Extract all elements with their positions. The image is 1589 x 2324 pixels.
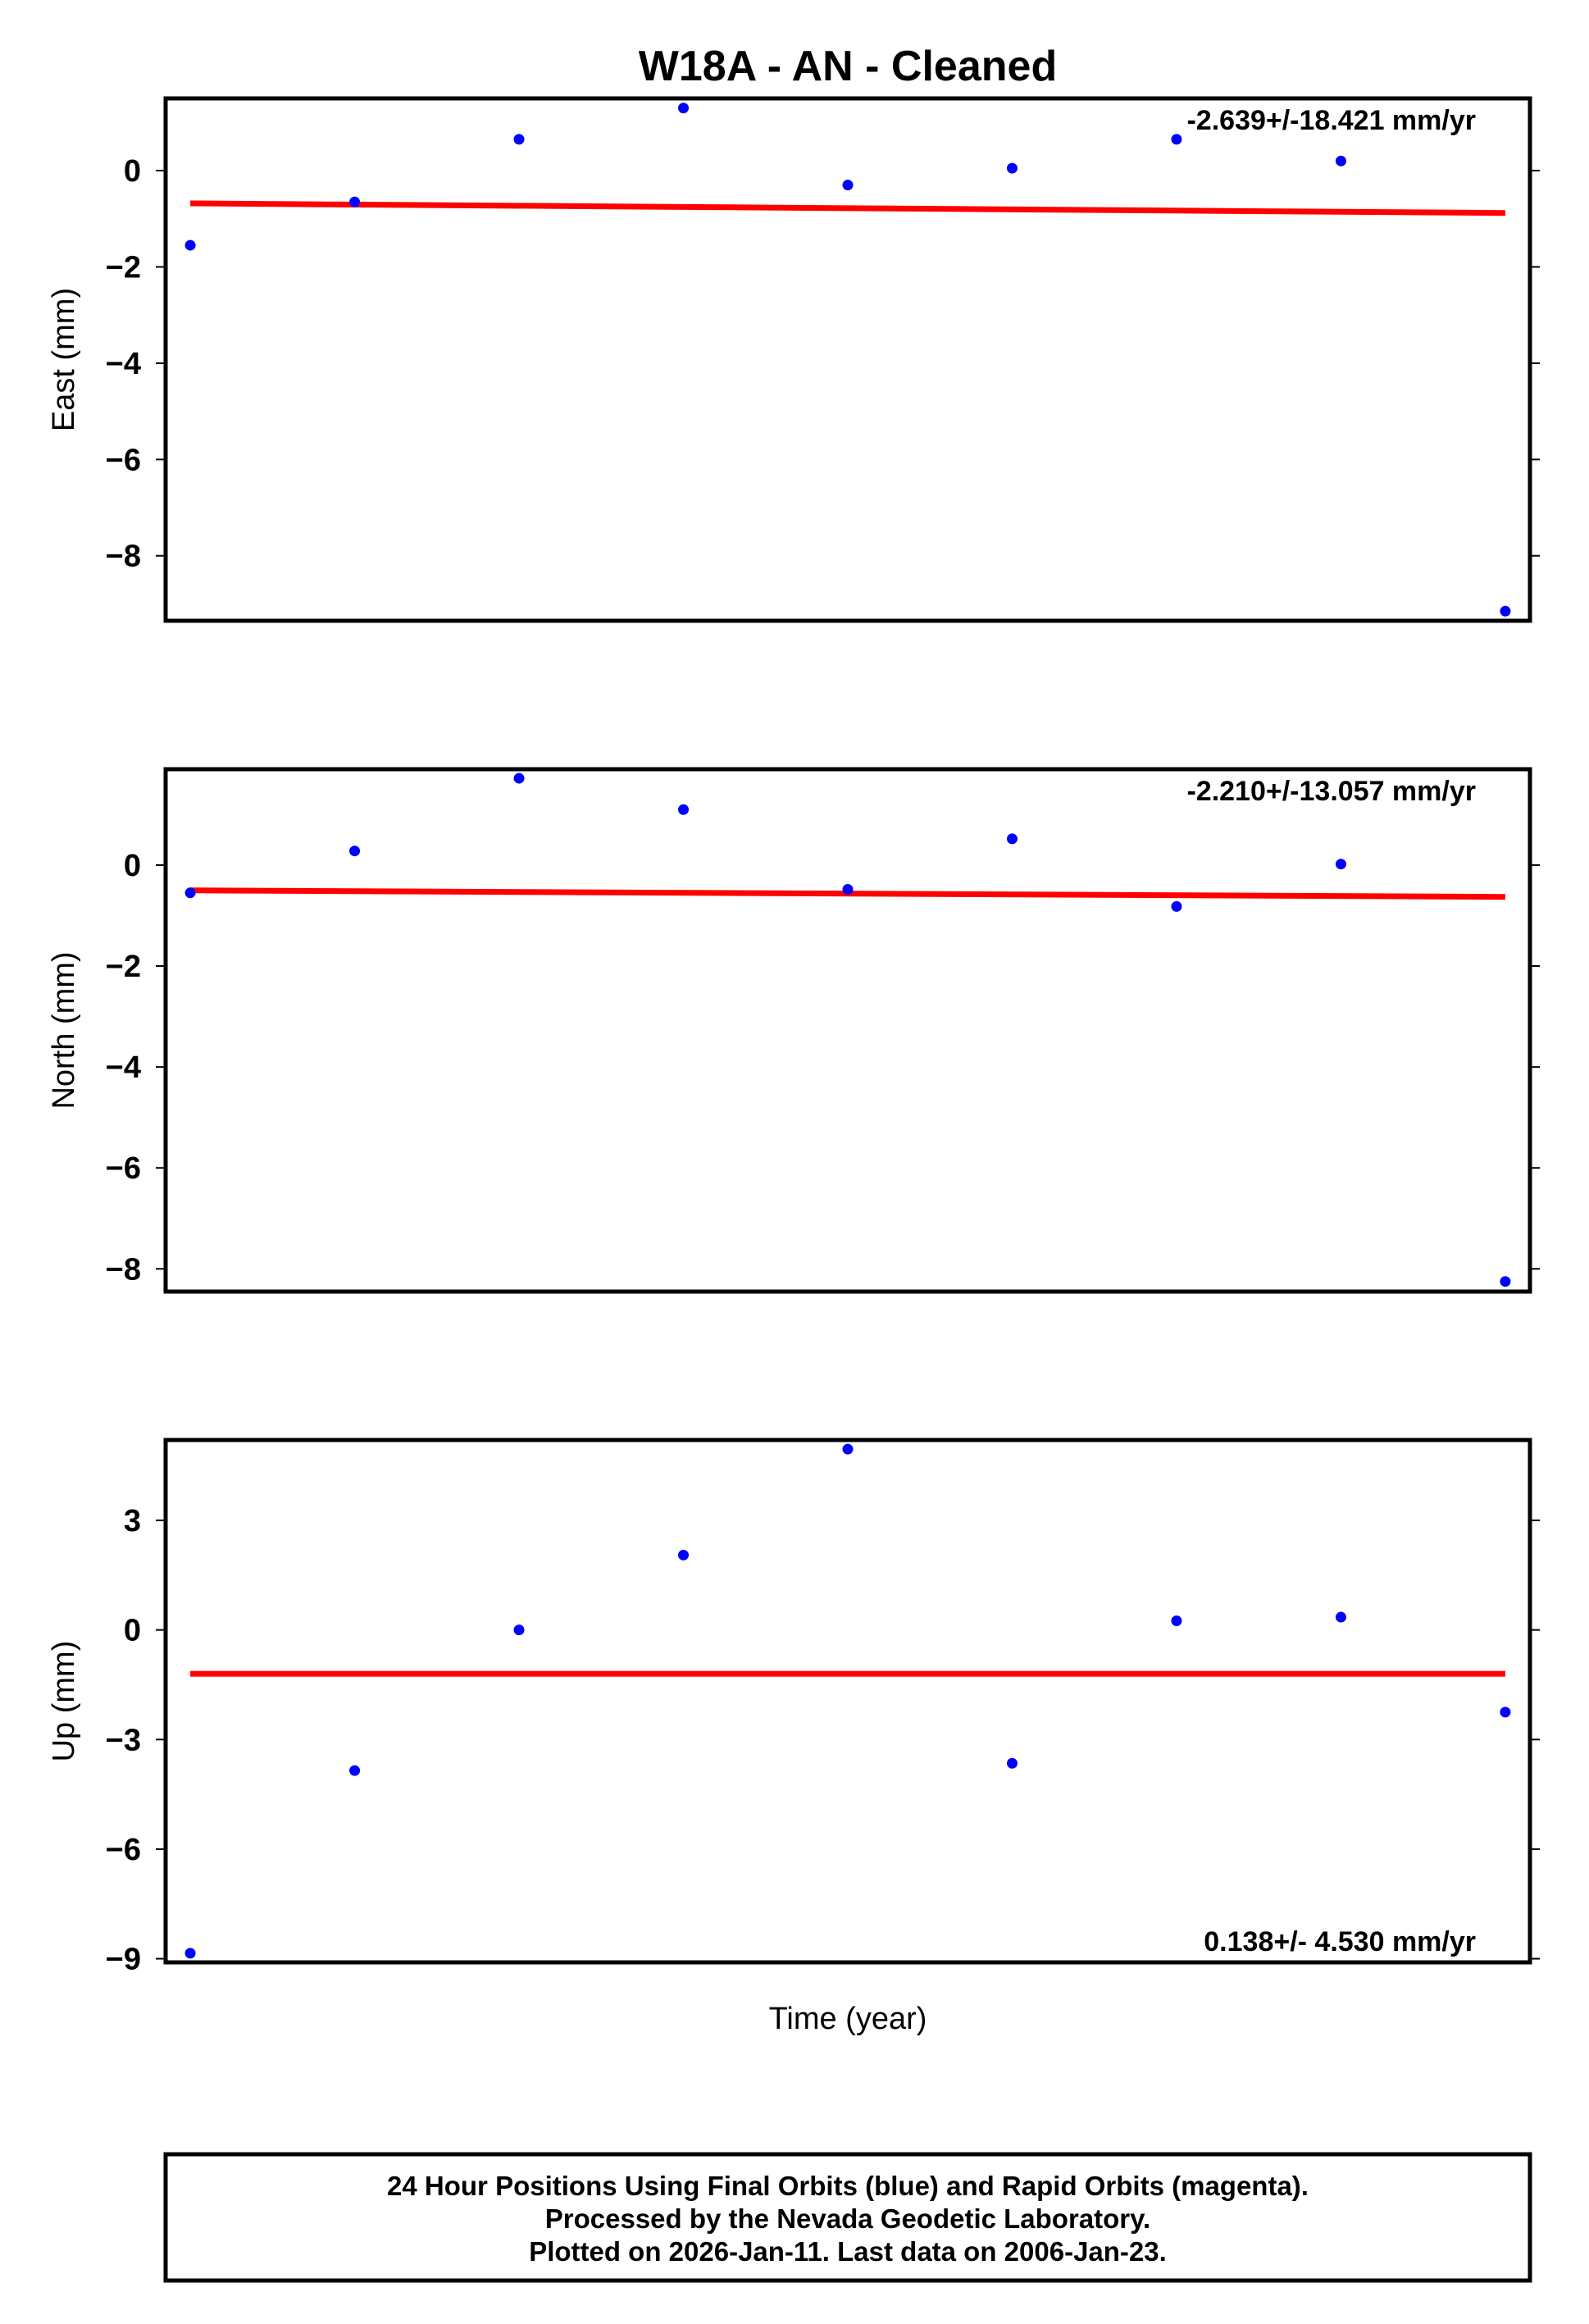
north-data-point bbox=[184, 887, 196, 899]
north-ytick-label: 0 bbox=[124, 849, 141, 883]
east-rate-label: -2.639+/-18.421 mm/yr bbox=[1186, 105, 1476, 136]
up-ytick-label: −3 bbox=[106, 1723, 141, 1757]
north-data-point bbox=[842, 883, 854, 895]
up-data-point bbox=[513, 1625, 525, 1636]
east-data-point bbox=[1500, 605, 1511, 617]
up-ytick-label: −9 bbox=[106, 1943, 141, 1977]
up-panel: 3 0 −3 −6 −9 Up (mm) 0.138+/- 4.530 mm/yr bbox=[47, 1438, 1540, 1977]
north-data-point bbox=[349, 845, 361, 857]
east-ytick-label: −8 bbox=[106, 540, 141, 574]
east-ytick-label: −2 bbox=[106, 250, 141, 285]
east-data-point bbox=[842, 180, 854, 191]
east-ytick-label: 0 bbox=[124, 154, 141, 189]
east-y-axis-label: East (mm) bbox=[47, 288, 81, 431]
east-data-point bbox=[1006, 162, 1018, 174]
up-data-point bbox=[349, 1765, 361, 1776]
chart-title: W18A - AN - Cleaned bbox=[639, 43, 1057, 90]
up-ytick-label: −6 bbox=[106, 1833, 141, 1867]
east-ytick-label: −4 bbox=[106, 347, 141, 381]
east-data-point bbox=[513, 134, 525, 145]
up-data-point bbox=[842, 1443, 854, 1455]
footer-box bbox=[163, 2152, 1532, 2283]
east-data-point bbox=[184, 239, 196, 251]
up-data-point bbox=[1171, 1615, 1182, 1626]
north-ytick-label: −8 bbox=[106, 1252, 141, 1287]
north-plot-frame bbox=[163, 767, 1532, 1294]
up-plot-frame bbox=[163, 1438, 1532, 1965]
east-data-point bbox=[1171, 134, 1182, 145]
up-data-point bbox=[1006, 1757, 1018, 1769]
north-y-axis-label: North (mm) bbox=[47, 951, 81, 1109]
up-data-point bbox=[1500, 1707, 1511, 1718]
north-data-point bbox=[513, 772, 525, 784]
up-data-point bbox=[184, 1948, 196, 1959]
east-fit-line bbox=[190, 200, 1505, 216]
north-data-point bbox=[1171, 900, 1182, 912]
north-ytick-label: −6 bbox=[106, 1151, 141, 1186]
up-ytick-label: 3 bbox=[124, 1504, 141, 1538]
east-plot-frame bbox=[163, 96, 1532, 623]
up-y-axis-label: Up (mm) bbox=[47, 1641, 81, 1762]
up-data-point bbox=[1335, 1611, 1346, 1623]
east-panel: 0 −2 −4 −6 −8 East (mm) -2.639+/-18.421 mm/yr bbox=[47, 96, 1540, 623]
east-data-point bbox=[1335, 155, 1346, 166]
north-ytick-label: −4 bbox=[106, 1050, 141, 1085]
east-ytick-label: −6 bbox=[106, 443, 141, 477]
east-data-point bbox=[678, 103, 690, 114]
north-ytick-label: −2 bbox=[106, 950, 141, 984]
x-axis-label: Time (year) bbox=[769, 2002, 927, 2036]
footer-line-2: Processed by the Nevada Geodetic Laborat… bbox=[545, 2203, 1150, 2234]
north-data-point bbox=[678, 804, 690, 815]
north-data-point bbox=[1500, 1276, 1511, 1287]
up-ytick-label: 0 bbox=[124, 1614, 141, 1648]
up-rate-label: 0.138+/- 4.530 mm/yr bbox=[1204, 1926, 1476, 1957]
north-data-point bbox=[1006, 833, 1018, 845]
up-data-point bbox=[678, 1549, 690, 1561]
footer-line-3: Plotted on 2026-Jan-11. Last data on 200… bbox=[529, 2236, 1167, 2267]
east-data-point bbox=[349, 196, 361, 207]
north-panel: 0 −2 −4 −6 −8 North (mm) -2.210+/-13.057 mm/yr bbox=[47, 767, 1540, 1294]
north-rate-label: -2.210+/-13.057 mm/yr bbox=[1186, 776, 1476, 807]
north-data-point bbox=[1335, 859, 1346, 870]
footer-line-1: 24 Hour Positions Using Final Orbits (bl… bbox=[387, 2171, 1309, 2201]
